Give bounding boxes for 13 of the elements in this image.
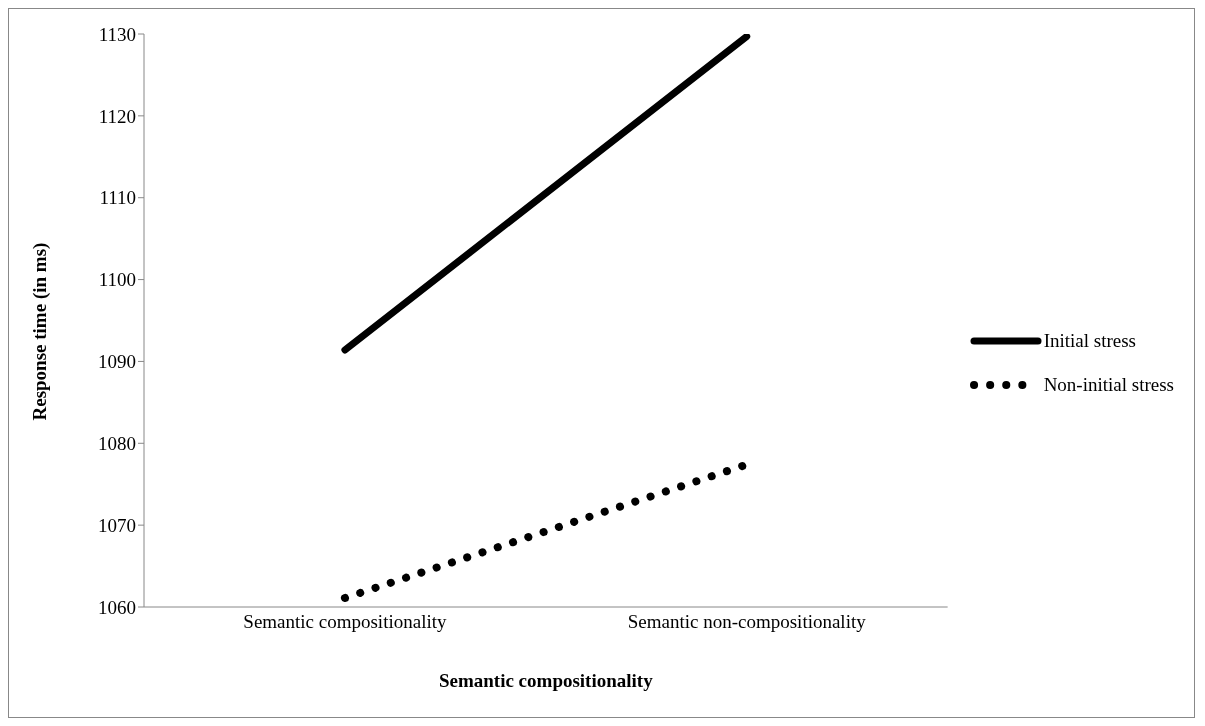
x-axis-title: Semantic compositionality — [438, 670, 654, 691]
y-tick-label: 1080 — [98, 433, 136, 455]
y-tick-label: 1070 — [98, 514, 136, 536]
y-tick-label: 1130 — [98, 23, 136, 45]
y-tick-label: 1100 — [98, 269, 136, 291]
y-tick-label: 1120 — [98, 105, 136, 127]
y-tick-label: 1110 — [99, 187, 136, 209]
legend-label: Non-initial stress — [1043, 374, 1174, 396]
y-tick-label: 1060 — [98, 596, 136, 618]
legend-label: Initial stress — [1043, 330, 1136, 352]
x-tick-label: Semantic non-compositionality — [627, 611, 867, 633]
y-axis-title: Response time (in ms) — [28, 242, 51, 421]
y-tick-label: 1090 — [98, 351, 136, 373]
